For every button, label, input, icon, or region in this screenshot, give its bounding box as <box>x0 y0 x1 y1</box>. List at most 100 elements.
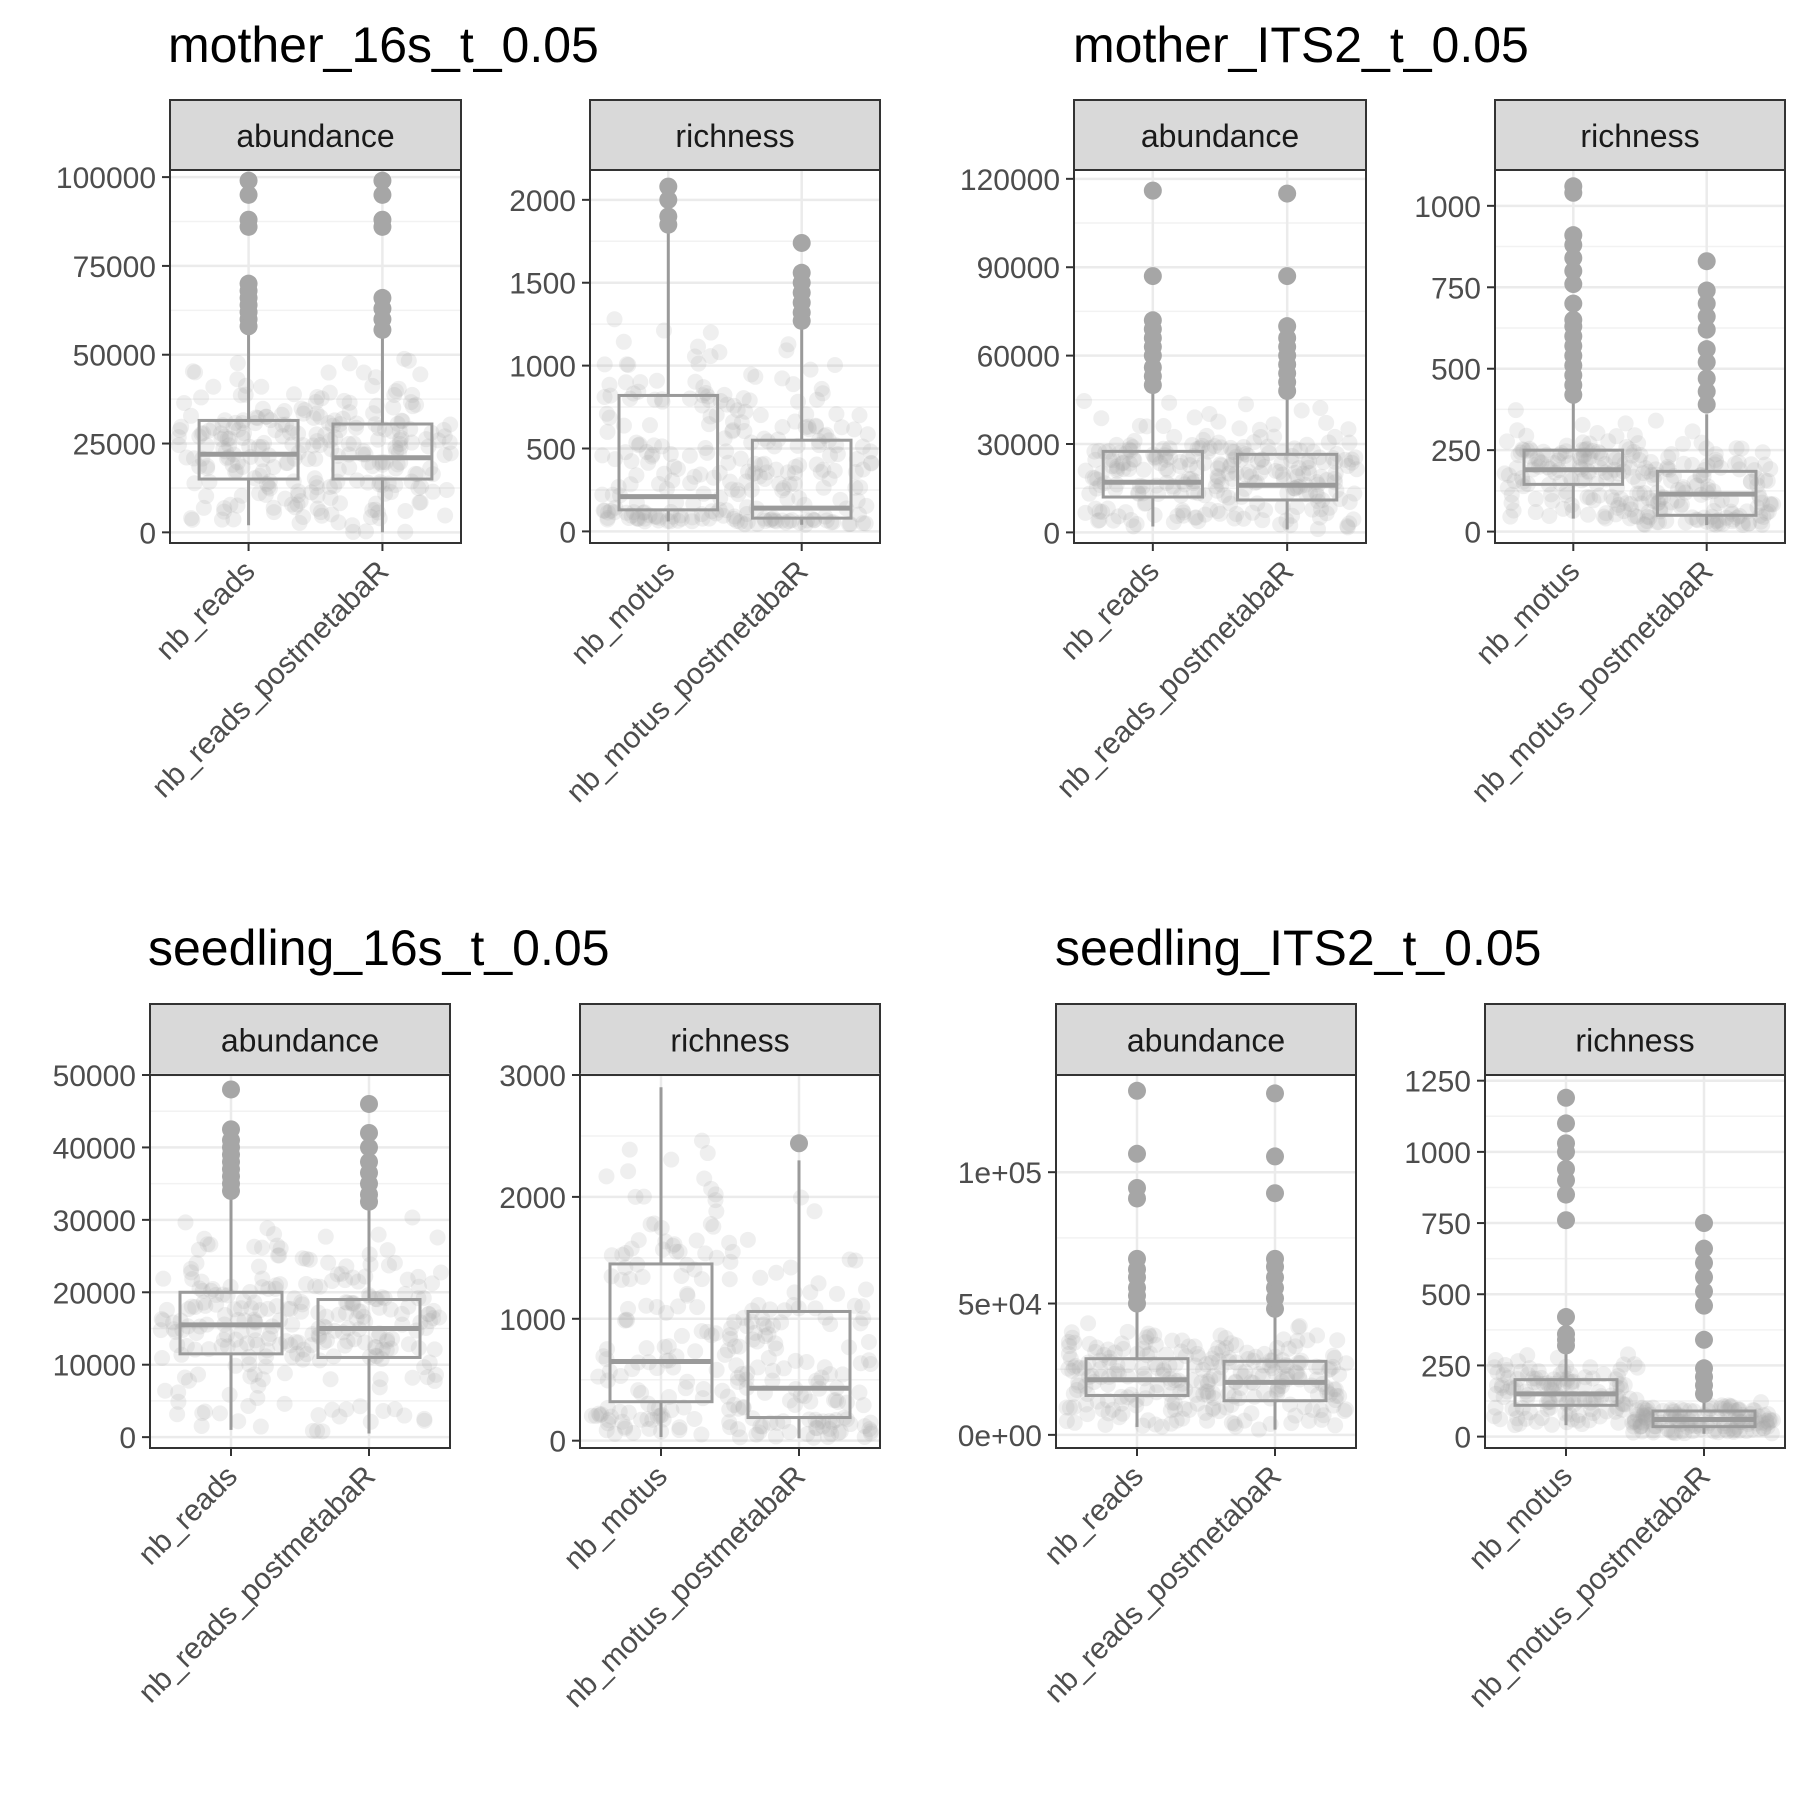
x-tick-label: nb_reads <box>150 555 262 667</box>
jitter-point <box>606 311 623 328</box>
jitter-point <box>1293 402 1310 419</box>
jitter-point <box>367 369 384 386</box>
jitter-point <box>1329 1332 1346 1349</box>
jitter-point <box>1684 423 1701 440</box>
jitter-point <box>246 1294 263 1311</box>
box-nb_motus <box>1496 177 1650 527</box>
jitter-point <box>1318 505 1335 522</box>
jitter-point <box>355 1308 372 1325</box>
jitter-point <box>834 1366 851 1383</box>
jitter-point <box>213 1338 230 1355</box>
outlier-point <box>1564 310 1583 329</box>
jitter-point <box>590 1405 607 1422</box>
jitter-point <box>257 486 274 503</box>
jitter-point <box>1763 1425 1780 1442</box>
jitter-point <box>1164 1394 1181 1411</box>
box-iqr <box>608 1262 714 1404</box>
jitter-point <box>1236 1412 1253 1429</box>
jitter-point <box>666 458 683 475</box>
jitter-point <box>261 473 278 490</box>
jitter-point <box>599 1415 616 1432</box>
jitter-point <box>1210 434 1227 451</box>
jitter-point <box>1714 515 1731 532</box>
jitter-point <box>1639 1413 1656 1430</box>
chart-title: mother_ITS2_t_0.05 <box>1073 17 1529 73</box>
jitter-point <box>650 476 667 493</box>
jitter-point <box>1257 502 1274 519</box>
jitter-point <box>752 1418 769 1435</box>
jitter-point <box>184 511 201 528</box>
y-tick-label: 1250 <box>1404 1066 1471 1099</box>
jitter-point <box>1636 484 1653 501</box>
jitter-point <box>1673 496 1690 513</box>
jitter-point <box>787 1352 804 1369</box>
jitter-point <box>397 523 414 540</box>
jitter-point <box>1753 1394 1770 1411</box>
jitter-point <box>412 494 429 511</box>
jitter-point <box>1331 1388 1348 1405</box>
jitter-point <box>293 1294 310 1311</box>
jitter-point <box>152 1322 169 1339</box>
jitter-point <box>260 1330 277 1347</box>
jitter-point <box>1510 1353 1527 1370</box>
jitter-point <box>697 1245 714 1262</box>
jitter-point <box>617 374 634 391</box>
jitter-point <box>183 1298 200 1315</box>
y-tick-label: 40000 <box>53 1132 136 1165</box>
jitter-point <box>1155 417 1172 434</box>
jitter-point <box>1637 1409 1654 1426</box>
jitter-point <box>1325 1381 1342 1398</box>
jitter-point <box>1625 443 1642 460</box>
jitter-point <box>1634 1399 1651 1416</box>
jitter-point <box>1135 1340 1152 1357</box>
jitter-point <box>679 1373 696 1390</box>
jitter-point <box>227 414 244 431</box>
jitter-point <box>598 405 615 422</box>
jitter-point <box>362 1256 379 1273</box>
jitter-point <box>1753 494 1770 511</box>
jitter-point <box>1286 440 1303 457</box>
jitter-point <box>721 1234 738 1251</box>
jitter-point <box>726 1396 743 1413</box>
jitter-point <box>384 423 401 440</box>
jitter-point <box>425 1310 442 1327</box>
jitter-point <box>1287 1407 1304 1424</box>
outlier-point <box>1697 382 1716 401</box>
jitter-point <box>722 1330 739 1347</box>
x-tick-label: nb_reads <box>1038 1460 1150 1572</box>
jitter-point <box>1064 1362 1081 1379</box>
jitter-point <box>1645 1424 1662 1441</box>
jitter-point <box>1218 1339 1235 1356</box>
jitter-point <box>265 499 282 516</box>
jitter-point <box>647 508 664 525</box>
x-tick-label: nb_motus <box>1470 555 1586 671</box>
jitter-point <box>1204 1350 1221 1367</box>
jitter-point <box>228 463 245 480</box>
jitter-point <box>1706 1420 1723 1437</box>
jitter-point <box>1066 1414 1083 1431</box>
jitter-point <box>618 1311 635 1328</box>
jitter-point <box>356 1334 373 1351</box>
jitter-point <box>815 1418 832 1435</box>
jitter-point <box>1495 1366 1512 1383</box>
jitter-point <box>250 1258 267 1275</box>
jitter-point <box>410 480 427 497</box>
jitter-point <box>253 378 270 395</box>
y-tick-label: 750 <box>1431 272 1481 305</box>
box-iqr <box>746 1309 852 1420</box>
jitter-point <box>1147 1416 1164 1433</box>
jitter-point <box>330 1306 347 1323</box>
jitter-point <box>1341 494 1358 511</box>
jitter-point <box>1609 499 1626 516</box>
jitter-point <box>646 437 663 454</box>
jitter-point <box>1761 1411 1778 1428</box>
jitter-point <box>762 1301 779 1318</box>
jitter-point <box>1113 1395 1130 1412</box>
jitter-point <box>654 393 671 410</box>
jitter-point <box>1221 458 1238 475</box>
jitter-point <box>290 483 307 500</box>
jitter-point <box>410 1278 427 1295</box>
jitter-point <box>1123 512 1140 529</box>
jitter-point <box>1140 1412 1157 1429</box>
jitter-point <box>230 1413 247 1430</box>
